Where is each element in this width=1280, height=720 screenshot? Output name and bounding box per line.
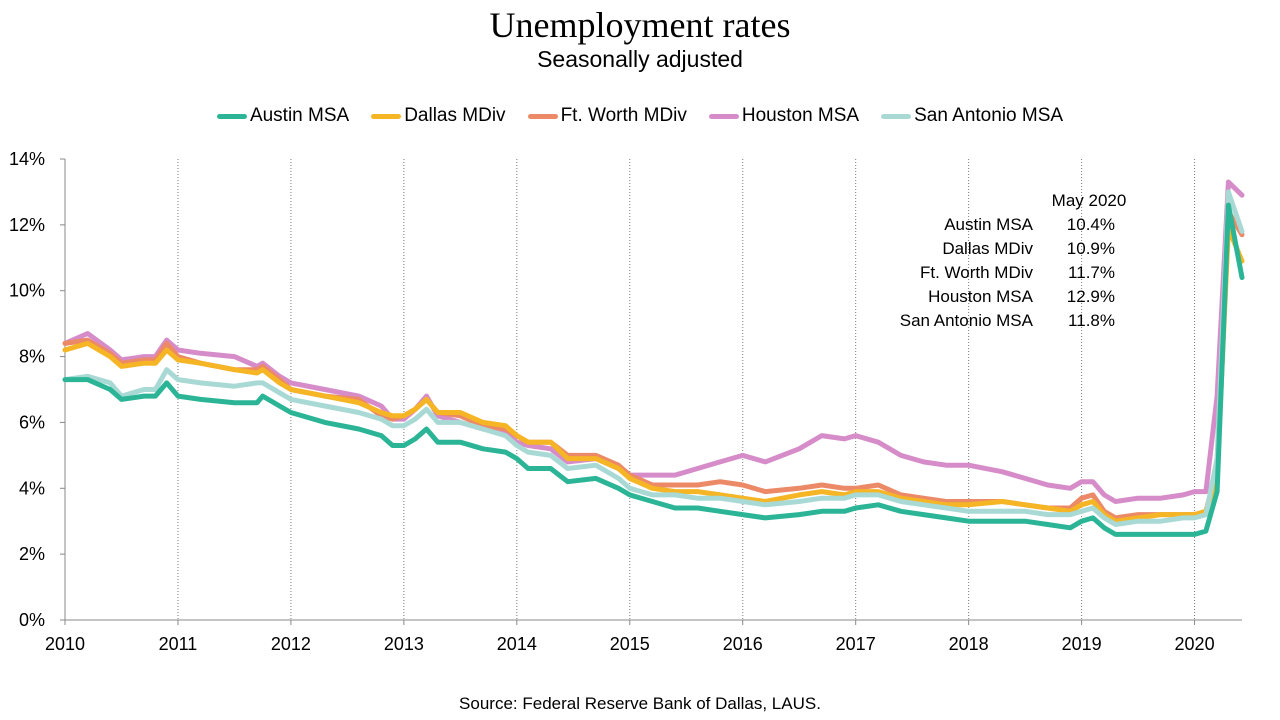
- x-tick-label: 2017: [836, 634, 876, 654]
- legend-item-austin: Austin MSA: [216, 105, 350, 127]
- legend-swatch-dallas: [371, 113, 402, 119]
- annotation-value-sanantonio: 11.8%: [1068, 311, 1115, 330]
- may-2020-annotation: May 2020 Austin MSA 10.4% Dallas MDiv 10…: [900, 191, 1127, 330]
- x-tick-label: 2018: [949, 634, 989, 654]
- legend-label-sanantonio: San Antonio MSA: [914, 105, 1064, 126]
- legend-label-ftworth: Ft. Worth MDiv: [560, 105, 687, 126]
- annotation-value-austin: 10.4%: [1067, 215, 1115, 234]
- chart-legend: Austin MSA Dallas MDiv Ft. Worth MDiv Ho…: [0, 105, 1280, 127]
- legend-label-dallas: Dallas MDiv: [404, 105, 506, 126]
- x-tick-label: 2016: [723, 634, 763, 654]
- annotation-value-houston: 12.9%: [1067, 287, 1115, 306]
- axes: 0% 2% 4% 6% 8% 10% 12% 14% 2010 2011 2012 2013 2014 2…: [9, 149, 1242, 654]
- series-line-dallas-mdiv: [62, 225, 1245, 524]
- y-tick-label: 4%: [19, 478, 45, 498]
- source-note: Source: Federal Reserve Bank of Dallas, …: [459, 694, 821, 713]
- chart-subtitle: Seasonally adjusted: [537, 46, 743, 72]
- y-tick-label: 8%: [19, 347, 45, 367]
- y-tick-label: 0%: [19, 610, 45, 630]
- y-tick-label: 14%: [9, 149, 45, 169]
- legend-swatch-ftworth: [527, 113, 558, 119]
- legend-item-houston: Houston MSA: [708, 105, 860, 127]
- x-tick-label: 2019: [1062, 634, 1102, 654]
- annotation-label-austin: Austin MSA: [944, 215, 1033, 234]
- legend-item-sanantonio: San Antonio MSA: [881, 105, 1063, 127]
- x-tick-label: 2010: [45, 634, 85, 654]
- x-tick-label: 2012: [271, 634, 311, 654]
- x-tick-label: 2020: [1175, 634, 1215, 654]
- annotation-value-dallas: 10.9%: [1067, 239, 1115, 258]
- y-tick-label: 10%: [9, 281, 45, 301]
- legend-item-dallas: Dallas MDiv: [371, 105, 506, 127]
- annotation-label-sanantonio: San Antonio MSA: [900, 311, 1034, 330]
- x-tick-label: 2015: [610, 634, 650, 654]
- annotation-value-ftworth: 11.7%: [1068, 263, 1115, 282]
- series-line-austin-msa: [62, 202, 1245, 537]
- annotation-label-houston: Houston MSA: [928, 287, 1034, 306]
- y-tick-label: 6%: [19, 412, 45, 432]
- x-tick-label: 2013: [384, 634, 424, 654]
- legend-label-austin: Austin MSA: [249, 105, 350, 126]
- legend-item-ftworth: Ft. Worth MDiv: [527, 105, 687, 127]
- series-lines: [62, 179, 1245, 537]
- legend-swatch-houston: [708, 113, 739, 119]
- grid: [177, 159, 1196, 620]
- annotation-header: May 2020: [1052, 191, 1127, 210]
- legend-label-houston: Houston MSA: [741, 105, 860, 126]
- y-tick-label: 2%: [19, 544, 45, 564]
- chart-title: Unemployment rates: [489, 5, 791, 45]
- series-line-ft-worth-mdiv: [62, 209, 1245, 521]
- annotation-label-dallas: Dallas MDiv: [942, 239, 1033, 258]
- series-line-houston-msa: [62, 179, 1245, 504]
- legend-swatch-sanantonio: [881, 113, 912, 119]
- x-tick-label: 2014: [497, 634, 537, 654]
- x-tick-label: 2011: [159, 634, 198, 654]
- series-line-san-antonio-msa: [62, 189, 1245, 527]
- y-tick-label: 12%: [9, 215, 45, 235]
- annotation-label-ftworth: Ft. Worth MDiv: [920, 263, 1034, 282]
- legend-swatch-austin: [216, 113, 247, 119]
